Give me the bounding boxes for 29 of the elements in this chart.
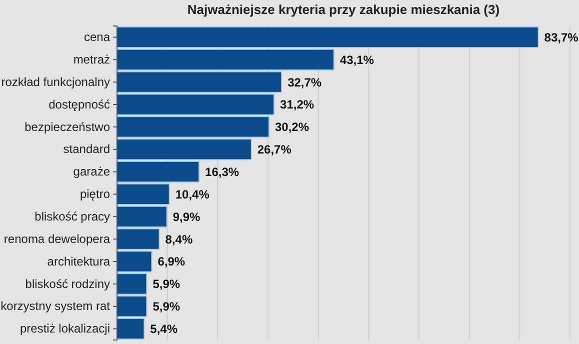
y-tick-label: architektura [47, 254, 110, 268]
data-label: 26,7% [257, 142, 292, 157]
y-tick-label: rozkład funkcjonalny [1, 74, 110, 89]
data-label: 6,9% [158, 254, 186, 269]
y-tick-label: bliskość rodziny [25, 276, 110, 291]
data-label: 31,2% [280, 98, 314, 112]
y-tick-label: cena [84, 30, 110, 44]
data-label: 10,4% [175, 187, 210, 202]
data-label: 5,9% [152, 300, 180, 314]
y-tick-label: piętro [80, 187, 110, 202]
data-label: 5,4% [150, 322, 178, 336]
y-tick-label: korzystny system rat [0, 299, 111, 314]
data-label: 5,9% [152, 277, 180, 292]
y-tick-label: metraż [73, 52, 110, 66]
data-label: 8,4% [165, 232, 193, 246]
data-label: 9,9% [172, 210, 201, 224]
data-label: 32,7% [288, 75, 322, 90]
data-label: 43,1% [340, 52, 374, 67]
chart-title: Najważniejsze kryteria przy zakupie mieszkania (3) [187, 2, 500, 17]
y-tick-label: bliskość pracy [34, 209, 110, 224]
y-tick-label: bezpieczeństwo [24, 120, 110, 134]
y-tick-label: prestiż lokalizacji [20, 322, 110, 336]
y-tick-label: garaże [73, 164, 110, 179]
y-tick-label: renoma dewelopera [4, 232, 110, 246]
y-tick-label: dostępność [48, 97, 110, 112]
data-label: 30,2% [275, 120, 310, 134]
data-label: 16,3% [205, 164, 240, 179]
data-label: 83,7% [544, 30, 579, 44]
y-tick-label: standard [63, 142, 110, 156]
